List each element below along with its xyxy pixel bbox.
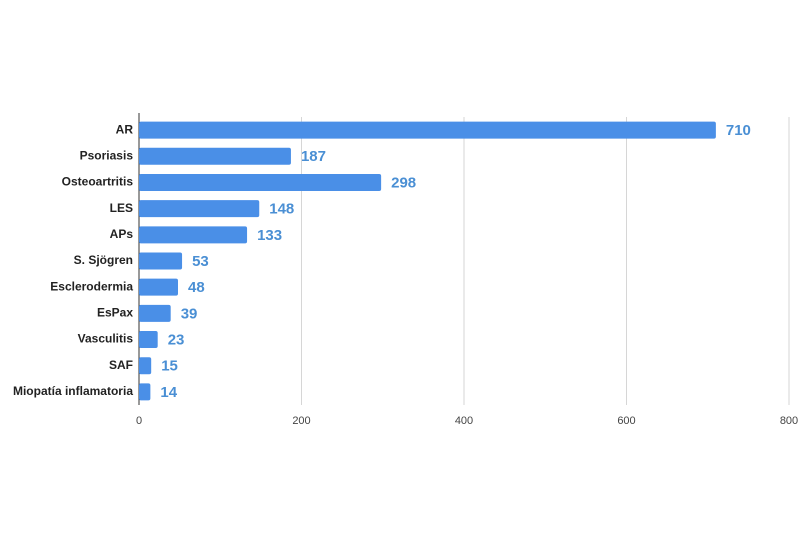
bar — [139, 226, 248, 244]
y-tick-label: Vasculitis — [78, 332, 134, 346]
y-tick-label: LES — [110, 201, 133, 215]
y-tick-label: Miopatía inflamatoria — [13, 384, 133, 398]
value-label: 14 — [160, 384, 177, 401]
bar — [139, 173, 382, 191]
x-tick-label: 400 — [455, 415, 473, 427]
bar — [139, 200, 260, 218]
value-label: 133 — [257, 227, 282, 244]
value-label: 298 — [391, 174, 416, 191]
y-tick-label: SAF — [109, 358, 133, 372]
y-tick-label: Osteoartritis — [62, 175, 134, 189]
value-label: 15 — [161, 358, 178, 375]
y-tick-label: S. Sjögren — [74, 253, 133, 267]
bar — [139, 252, 183, 270]
bar — [139, 357, 152, 375]
y-tick-label: APs — [110, 227, 134, 241]
y-tick-label: EsPax — [97, 306, 133, 320]
bar — [139, 304, 171, 322]
value-label: 710 — [726, 122, 751, 139]
bar — [139, 147, 291, 165]
value-label: 48 — [188, 279, 205, 296]
bar — [139, 331, 158, 349]
y-tick-label: Esclerodermia — [50, 279, 133, 293]
x-tick-label: 200 — [292, 415, 310, 427]
bar — [139, 121, 716, 139]
value-label: 39 — [181, 305, 198, 322]
y-tick-label: AR — [116, 122, 134, 136]
value-label: 23 — [168, 332, 185, 349]
x-tick-label: 0 — [136, 415, 142, 427]
value-label: 148 — [269, 201, 294, 218]
bar — [139, 383, 151, 401]
x-tick-label: 800 — [780, 415, 798, 427]
x-tick-label: 600 — [617, 415, 635, 427]
bar — [139, 278, 178, 296]
value-label: 53 — [192, 253, 209, 270]
y-tick-label: Psoriasis — [80, 148, 134, 162]
value-label: 187 — [301, 148, 326, 165]
